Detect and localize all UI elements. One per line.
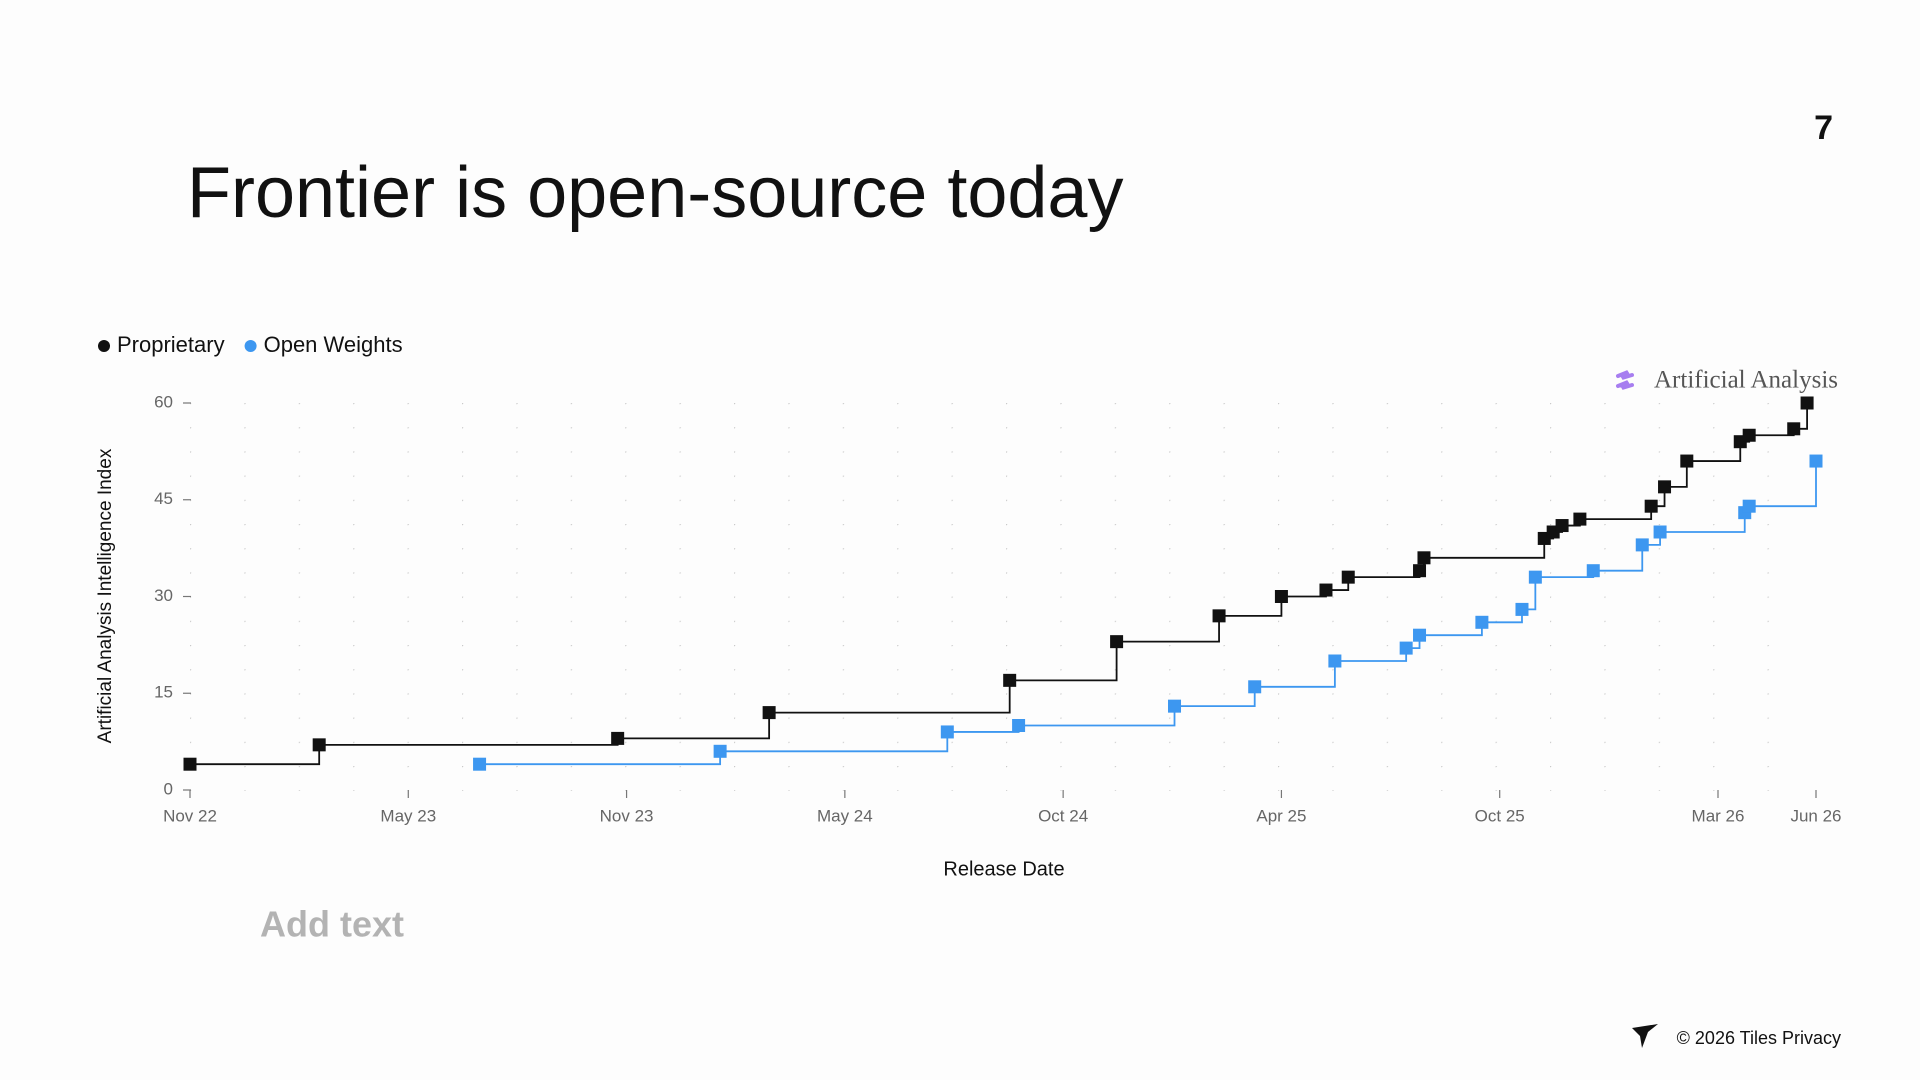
marker: [1586, 564, 1600, 578]
marker: [1413, 628, 1427, 642]
logo-icon: [1616, 370, 1634, 390]
marker: [611, 731, 625, 745]
marker: [713, 744, 727, 758]
legend: Proprietary Open Weights: [98, 332, 403, 357]
step-line: [1593, 544, 1644, 572]
marker: [1319, 583, 1333, 597]
marker: [1742, 499, 1756, 513]
x-tick-label: Apr 25: [1256, 806, 1306, 825]
y-axis-label: Artificial Analysis Intelligence Index: [95, 448, 116, 743]
plot: 0 15 30 45 60 Nov 22 May 23 Nov 23 May 24 Oct 24 A…: [154, 392, 1841, 825]
marker: [1809, 454, 1823, 468]
x-tick-label: Nov 22: [163, 806, 217, 825]
legend-swatch: [98, 340, 110, 352]
slide-title: Frontier is open-source today: [187, 153, 1123, 233]
step-line: [1009, 641, 1118, 682]
x-tick-label: Nov 23: [600, 806, 654, 825]
marker: [1680, 454, 1694, 468]
x-tick-label: Oct 25: [1475, 806, 1525, 825]
marker: [1168, 699, 1182, 713]
source-logo: Artificial Analysis: [1616, 367, 1838, 394]
x-tick-label: Jun 26: [1790, 806, 1841, 825]
step-line: [769, 680, 1011, 714]
marker: [1110, 635, 1124, 649]
marker: [1635, 538, 1649, 552]
marker: [183, 757, 197, 771]
y-tick-label: 15: [154, 683, 173, 702]
marker: [1528, 570, 1542, 584]
marker: [1555, 519, 1569, 533]
marker: [1742, 428, 1756, 442]
x-tick-label: Mar 26: [1692, 806, 1745, 825]
footer-logo: [1632, 1024, 1658, 1048]
legend-swatch: [244, 340, 257, 352]
footer-text: © 2026 Tiles Privacy: [1677, 1028, 1841, 1048]
x-tick-label: Oct 24: [1038, 806, 1088, 825]
marker: [1573, 512, 1587, 526]
marker: [1644, 499, 1658, 513]
y-tick-label: 0: [164, 779, 173, 798]
y-tick-label: 30: [154, 586, 173, 605]
x-axis-label: Release Date: [943, 858, 1064, 880]
marker: [1003, 673, 1017, 687]
marker: [312, 738, 326, 752]
logo-text: Artificial Analysis: [1654, 367, 1838, 394]
marker: [762, 706, 776, 720]
add-text-placeholder[interactable]: Add text: [260, 904, 404, 945]
step-line: [1749, 461, 1817, 508]
step-line: [617, 712, 771, 740]
marker: [1515, 602, 1529, 616]
y-tick-label: 60: [154, 392, 173, 411]
marker: [1012, 719, 1026, 732]
x-tick-label: May 24: [817, 806, 873, 825]
x-tick-label: May 23: [380, 806, 436, 825]
marker: [1274, 590, 1288, 603]
marker: [473, 757, 487, 771]
marker: [1413, 564, 1427, 578]
marker: [1800, 396, 1814, 410]
marker: [1212, 609, 1226, 623]
marker: [1658, 480, 1672, 494]
marker: [1787, 422, 1801, 436]
slide-number: 7: [1814, 109, 1833, 147]
step-line: [1116, 615, 1220, 643]
marker: [1399, 641, 1413, 655]
legend-label: Proprietary: [117, 332, 225, 357]
marker: [1417, 551, 1431, 565]
marker: [1475, 615, 1489, 629]
marker: [1248, 680, 1262, 694]
dot-grid: [188, 401, 1822, 791]
marker: [1328, 654, 1342, 668]
step-line: [1254, 661, 1336, 688]
marker: [1341, 570, 1355, 584]
marker: [1653, 525, 1667, 539]
step-line: [1664, 461, 1688, 488]
marker: [940, 725, 954, 739]
y-tick-label: 45: [154, 489, 173, 508]
legend-label: Open Weights: [264, 332, 403, 357]
